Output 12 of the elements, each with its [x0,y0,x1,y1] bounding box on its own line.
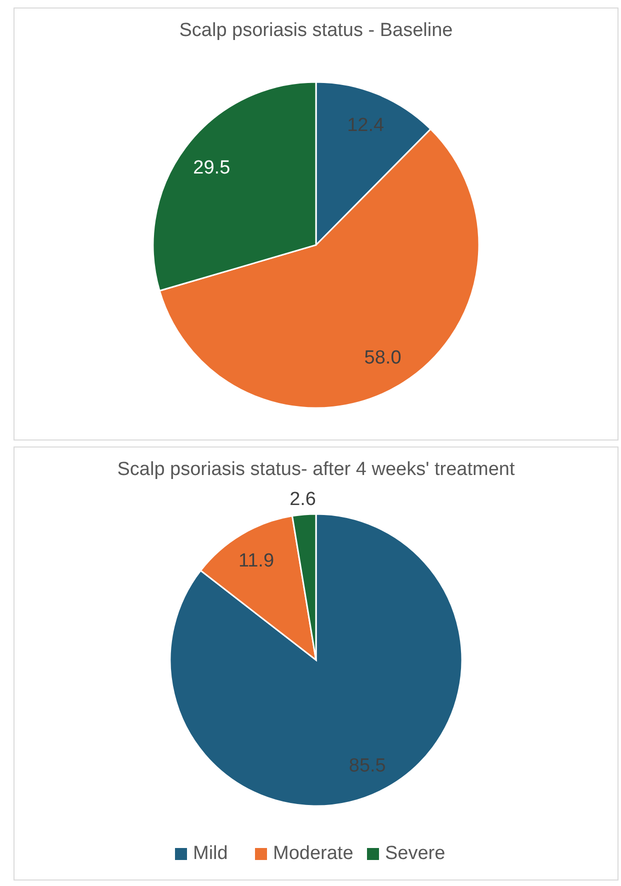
data-label: 58.0 [364,348,402,369]
data-label: 12.4 [347,115,384,136]
chart-title: Scalp psoriasis status - Baseline [179,20,453,41]
data-label: 11.9 [238,550,274,572]
legend-label: Moderate [273,843,354,864]
legend-label: Mild [193,843,228,864]
data-label: 85.5 [348,756,386,777]
chart-title: Scalp psoriasis status- after 4 weeks' treatment [117,459,516,480]
pie-slice [169,513,463,807]
data-label: 2.6 [290,489,316,510]
legend-label: Severe [385,843,446,864]
data-label: 29.5 [193,157,230,178]
